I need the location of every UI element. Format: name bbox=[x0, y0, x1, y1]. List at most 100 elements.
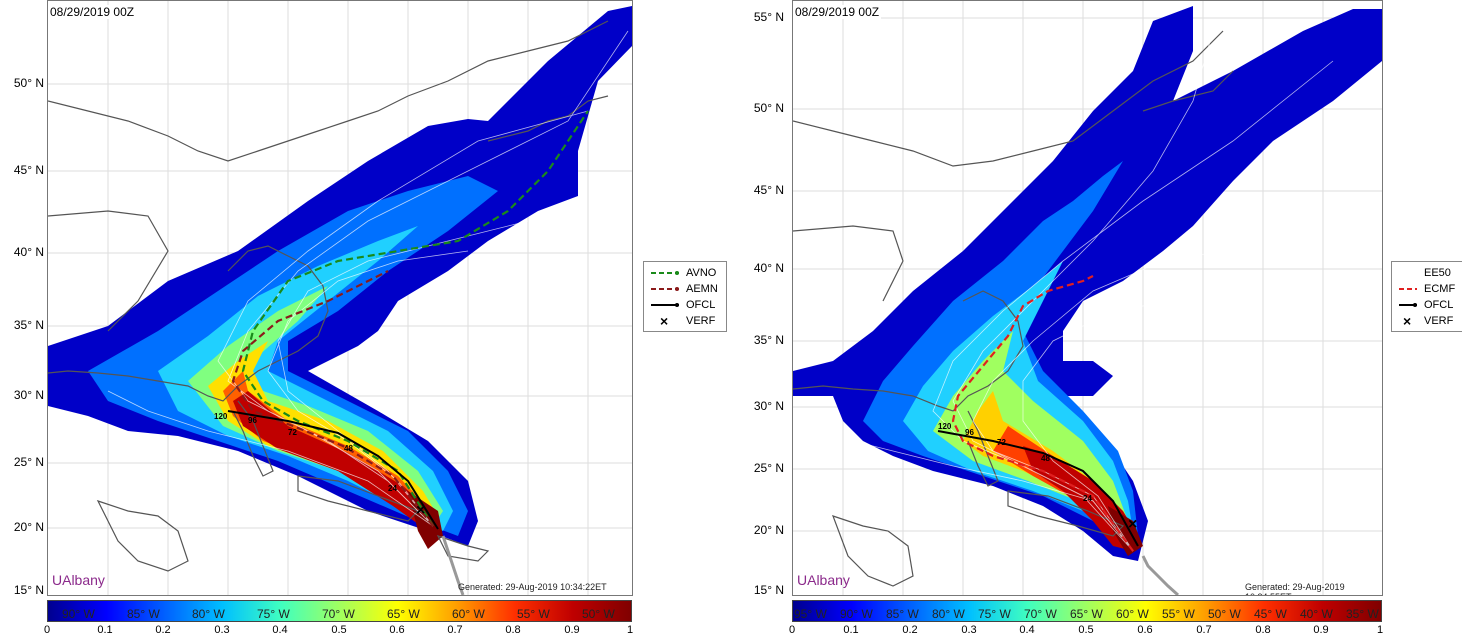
legend-verf-label: VERF bbox=[686, 315, 716, 327]
legend-ecmf-label: ECMF bbox=[1424, 283, 1456, 295]
right-map: × 120 96 72 48 24 08/29/2019 00Z UAlbany… bbox=[792, 0, 1383, 596]
legend-item-ee50: EE50 bbox=[1398, 265, 1456, 281]
svg-text:48: 48 bbox=[1041, 454, 1050, 463]
right-lon-label: 65° W bbox=[1070, 607, 1103, 621]
svg-text:24: 24 bbox=[388, 484, 397, 493]
legend-item-ecmf: ECMF bbox=[1398, 281, 1456, 297]
svg-text:24: 24 bbox=[1083, 494, 1092, 503]
right-lon-label: 35° W bbox=[1346, 607, 1379, 621]
right-probability-swath bbox=[793, 6, 1382, 561]
left-verf-marker: × bbox=[416, 502, 425, 519]
left-cbar-tick: 0.1 bbox=[97, 624, 113, 636]
left-lon-label: 85° W bbox=[127, 607, 160, 621]
right-legend: EE50 ECMF OFCL × VERF bbox=[1391, 261, 1462, 332]
right-cbar-tick: 0.1 bbox=[843, 624, 859, 636]
svg-text:×: × bbox=[1403, 314, 1411, 328]
legend-ee50-label: EE50 bbox=[1424, 267, 1451, 279]
svg-text:72: 72 bbox=[997, 438, 1006, 447]
right-track-labels: 120 96 72 48 24 bbox=[938, 422, 1092, 503]
right-panel: × 120 96 72 48 24 08/29/2019 00Z UAlbany… bbox=[740, 0, 1462, 638]
left-cbar-tick: 0.6 bbox=[389, 624, 405, 636]
left-lat-label: 25° N bbox=[13, 455, 44, 469]
left-lat-label: 35° N bbox=[13, 318, 44, 332]
left-model-tracks bbox=[227, 110, 589, 595]
legend-verf-swatch: × bbox=[650, 313, 680, 329]
left-lat-label: 40° N bbox=[13, 245, 44, 259]
left-cbar-tick: 1 bbox=[626, 624, 634, 636]
right-cbar-tick: 1 bbox=[1376, 624, 1384, 636]
left-lon-label: 50° W bbox=[582, 607, 615, 621]
left-lon-label: 75° W bbox=[257, 607, 290, 621]
left-lon-label: 70° W bbox=[322, 607, 355, 621]
left-coastlines bbox=[48, 20, 609, 572]
right-lat-label: 55° N bbox=[753, 10, 784, 24]
svg-text:×: × bbox=[660, 314, 668, 328]
right-lat-label: 25° N bbox=[753, 461, 784, 475]
right-lon-label: 60° W bbox=[1116, 607, 1149, 621]
left-lat-label: 50° N bbox=[13, 76, 44, 90]
legend-ofcl-swatch bbox=[650, 298, 680, 312]
left-generated-label: Generated: 29-Aug-2019 10:34:22ET bbox=[458, 582, 607, 592]
left-lon-label: 65° W bbox=[387, 607, 420, 621]
right-lon-labels: 95° W 90° W 85° W 80° W 75° W 70° W 65° … bbox=[792, 607, 1380, 623]
left-lon-labels: 90° W 85° W 80° W 75° W 70° W 65° W 60° … bbox=[47, 607, 630, 623]
left-lon-label: 55° W bbox=[517, 607, 550, 621]
left-map-canvas: × 120 96 72 48 24 bbox=[48, 1, 632, 595]
right-lon-label: 80° W bbox=[932, 607, 965, 621]
svg-text:120: 120 bbox=[214, 412, 228, 421]
right-lon-label: 90° W bbox=[840, 607, 873, 621]
left-panel: × 120 96 72 48 24 08/29/2019 00Z UAlbany… bbox=[0, 0, 727, 638]
left-cbar-tick: 0.5 bbox=[331, 624, 347, 636]
right-date-label: 08/29/2019 00Z bbox=[793, 5, 882, 19]
left-cbar-tick: 0.2 bbox=[155, 624, 171, 636]
left-probability-swath bbox=[48, 6, 632, 549]
legend-item-aemn: AEMN bbox=[650, 281, 720, 297]
right-lon-label: 55° W bbox=[1162, 607, 1195, 621]
right-lat-label: 15° N bbox=[753, 583, 784, 597]
svg-text:120: 120 bbox=[938, 422, 952, 431]
legend-item-avno: AVNO bbox=[650, 265, 720, 281]
left-cbar-tick: 0.4 bbox=[272, 624, 288, 636]
right-cbar-tick: 0.6 bbox=[1137, 624, 1153, 636]
right-brand-label: UAlbany bbox=[797, 572, 850, 588]
legend-ofcl-label: OFCL bbox=[686, 299, 716, 311]
legend-avno-label: AVNO bbox=[686, 267, 717, 279]
right-cbar-tick: 0.3 bbox=[961, 624, 977, 636]
legend-ofcl-swatch bbox=[1398, 298, 1418, 312]
right-lat-label: 20° N bbox=[753, 523, 784, 537]
right-lon-label: 70° W bbox=[1024, 607, 1057, 621]
right-lon-label: 85° W bbox=[886, 607, 919, 621]
right-lat-label: 40° N bbox=[753, 261, 784, 275]
legend-aemn-label: AEMN bbox=[686, 283, 718, 295]
right-lon-label: 75° W bbox=[978, 607, 1011, 621]
legend-avno-swatch bbox=[650, 266, 680, 280]
right-lon-label: 95° W bbox=[794, 607, 827, 621]
right-cbar-tick: 0.5 bbox=[1078, 624, 1094, 636]
right-lon-label: 40° W bbox=[1300, 607, 1333, 621]
right-model-tracks bbox=[937, 275, 1180, 595]
left-cbar-tick: 0.8 bbox=[505, 624, 521, 636]
left-cbar-tick: 0 bbox=[43, 624, 51, 636]
left-lon-label: 90° W bbox=[62, 607, 95, 621]
left-lat-label: 30° N bbox=[13, 388, 44, 402]
left-lat-label: 15° N bbox=[13, 583, 44, 597]
left-cbar-tick: 0.7 bbox=[447, 624, 463, 636]
right-lon-label: 45° W bbox=[1254, 607, 1287, 621]
legend-item-verf: × VERF bbox=[1398, 313, 1456, 329]
legend-aemn-swatch bbox=[650, 282, 680, 296]
right-lat-label: 45° N bbox=[753, 183, 784, 197]
legend-verf-label: VERF bbox=[1424, 315, 1454, 327]
left-legend: AVNO AEMN OFCL × VERF bbox=[643, 261, 727, 332]
right-cbar-tick: 0.2 bbox=[902, 624, 918, 636]
left-lat-label: 20° N bbox=[13, 520, 44, 534]
right-map-canvas: × 120 96 72 48 24 bbox=[793, 1, 1382, 595]
left-lat-label: 45° N bbox=[13, 163, 44, 177]
left-date-label: 08/29/2019 00Z bbox=[48, 5, 137, 19]
right-lat-label: 50° N bbox=[753, 101, 784, 115]
left-ensemble-tracks bbox=[107, 30, 629, 527]
right-lat-label: 30° N bbox=[753, 399, 784, 413]
left-cbar-tick: 0.3 bbox=[214, 624, 230, 636]
right-colorbar bbox=[792, 600, 1382, 622]
left-map: × 120 96 72 48 24 08/29/2019 00Z UAlbany… bbox=[47, 0, 633, 596]
left-brand-label: UAlbany bbox=[52, 572, 105, 588]
